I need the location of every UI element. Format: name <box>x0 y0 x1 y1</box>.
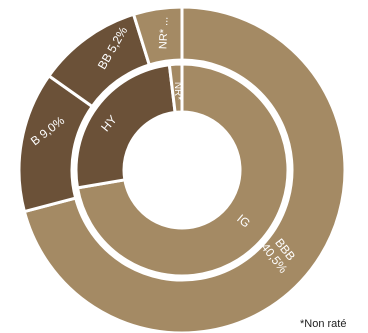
inner-ring <box>74 62 290 278</box>
outer-slice-nr <box>131 5 184 67</box>
outer-label-nr: NR* ... <box>157 16 170 49</box>
outer-ring <box>17 5 347 333</box>
inner-slice-ig <box>75 62 290 278</box>
outer-slice-bbb <box>22 5 347 333</box>
inner-slice-nr <box>167 62 184 115</box>
inner-label-nr: NR* <box>172 82 183 100</box>
footnote: *Non raté <box>300 318 347 330</box>
inner-slice-hy <box>74 63 177 190</box>
